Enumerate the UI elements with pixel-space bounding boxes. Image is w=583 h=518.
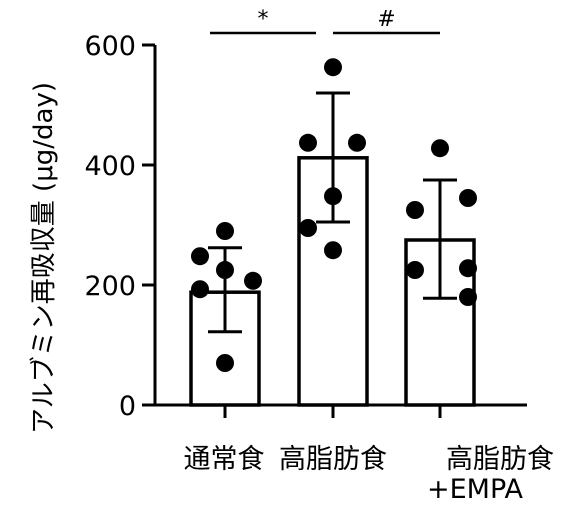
y-axis-title-group: アルブミン再吸収量 (μg/day): [29, 82, 59, 434]
data-point: [216, 354, 234, 372]
data-point: [299, 219, 317, 237]
data-point: [324, 187, 342, 206]
data-point: [324, 241, 342, 260]
significance-annotations: * #: [210, 7, 440, 35]
x-category-label: 高脂肪食: [446, 444, 554, 475]
x-category-label: 高脂肪食: [279, 444, 387, 475]
data-point: [459, 189, 477, 207]
y-tick-label: 200: [84, 271, 136, 302]
data-point: [348, 133, 366, 152]
y-tick-label: 600: [84, 31, 136, 62]
data-point: [406, 201, 424, 219]
data-point: [406, 261, 424, 279]
x-category-labels: 通常食 高脂肪食 高脂肪食+EMPA: [184, 444, 555, 505]
data-point: [191, 280, 209, 299]
y-tick-label: 0: [119, 391, 136, 422]
data-points: [191, 58, 477, 372]
data-point: [299, 133, 317, 152]
x-category-label: 通常食: [184, 444, 265, 475]
significance-label: *: [258, 7, 269, 32]
data-point: [216, 222, 234, 240]
data-point: [459, 259, 477, 278]
data-point: [191, 247, 209, 266]
data-point: [459, 288, 477, 306]
data-point: [244, 271, 262, 290]
significance-label: #: [377, 7, 395, 32]
y-axis-title: アルブミン再吸収量 (μg/day): [29, 82, 59, 434]
y-tick-label: 400: [84, 151, 136, 182]
x-category-label: +EMPA: [427, 474, 524, 505]
data-point: [216, 261, 234, 279]
data-point: [324, 58, 342, 77]
data-point: [431, 139, 449, 158]
